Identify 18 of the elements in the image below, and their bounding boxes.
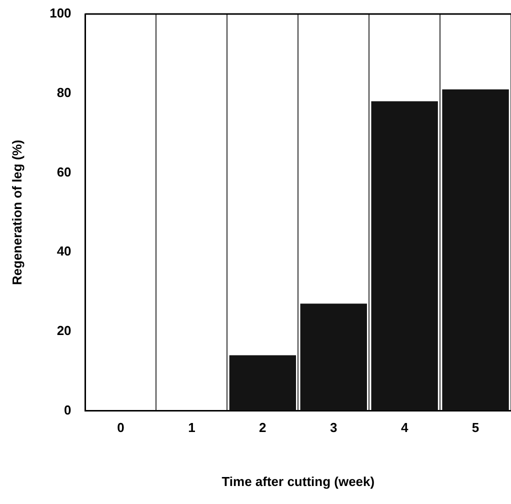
y-tick-label: 60 — [56, 164, 72, 180]
y-tick-label: 0 — [64, 402, 72, 418]
x-tick-label: 5 — [472, 420, 480, 436]
x-tick-label: 3 — [330, 420, 338, 436]
x-axis-title: Time after cutting (week) — [222, 474, 375, 489]
x-tick-label: 0 — [117, 420, 124, 436]
y-tick-label: 80 — [56, 84, 72, 100]
bar — [371, 101, 438, 411]
x-tick-label: 4 — [400, 420, 409, 436]
x-tick-label: 2 — [259, 420, 266, 436]
bar — [229, 355, 296, 411]
bar — [300, 304, 367, 411]
y-axis-title: Regeneration of leg (%) — [9, 140, 24, 285]
y-tick-label: 40 — [56, 244, 72, 259]
y-tick-label: 100 — [50, 6, 72, 21]
x-tick-label: 1 — [188, 420, 196, 436]
bar — [442, 89, 509, 411]
y-tick-label: 20 — [56, 323, 72, 338]
